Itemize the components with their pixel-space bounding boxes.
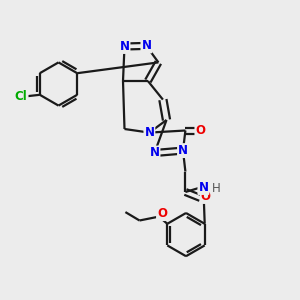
Text: N: N: [144, 126, 154, 139]
Text: N: N: [178, 144, 188, 157]
Text: O: O: [195, 124, 206, 137]
Text: O: O: [201, 190, 211, 203]
Text: N: N: [119, 40, 130, 53]
Text: N: N: [141, 39, 152, 52]
Text: O: O: [157, 207, 167, 220]
Text: N: N: [149, 146, 160, 160]
Text: Cl: Cl: [15, 90, 28, 103]
Text: N: N: [198, 181, 208, 194]
Text: H: H: [212, 182, 220, 195]
